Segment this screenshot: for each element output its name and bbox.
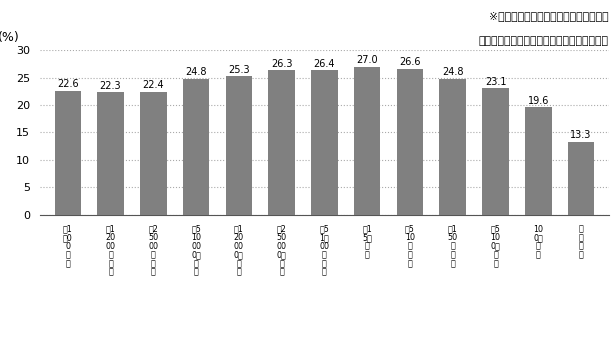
Text: 25.3: 25.3 <box>228 64 250 74</box>
Bar <box>354 67 381 215</box>
Text: 資本金ごとに試算した国税庁資料より作成: 資本金ごとに試算した国税庁資料より作成 <box>479 36 609 46</box>
Bar <box>183 79 209 215</box>
Bar <box>440 79 466 215</box>
Text: 24.8: 24.8 <box>185 67 207 77</box>
Text: 22.4: 22.4 <box>143 81 164 91</box>
Text: 27.0: 27.0 <box>356 55 378 65</box>
Text: 22.6: 22.6 <box>57 79 79 90</box>
Bar <box>55 91 81 215</box>
Bar <box>482 88 509 215</box>
Bar <box>525 107 552 215</box>
Text: 23.1: 23.1 <box>485 77 506 87</box>
Bar <box>140 92 167 215</box>
Bar <box>568 142 594 215</box>
Text: 19.6: 19.6 <box>528 96 549 106</box>
Text: ※申告所得金額に対する法人税の割合を: ※申告所得金額に対する法人税の割合を <box>489 11 609 21</box>
Bar <box>97 92 124 215</box>
Bar <box>268 71 295 215</box>
Text: 13.3: 13.3 <box>570 130 592 140</box>
Bar <box>226 76 252 215</box>
Y-axis label: (%): (%) <box>0 30 20 44</box>
Bar <box>311 70 338 215</box>
Text: 26.4: 26.4 <box>314 58 335 68</box>
Text: 26.6: 26.6 <box>399 57 421 67</box>
Text: 22.3: 22.3 <box>100 81 121 91</box>
Text: 24.8: 24.8 <box>442 67 464 77</box>
Text: 26.3: 26.3 <box>271 59 292 69</box>
Bar <box>397 69 423 215</box>
